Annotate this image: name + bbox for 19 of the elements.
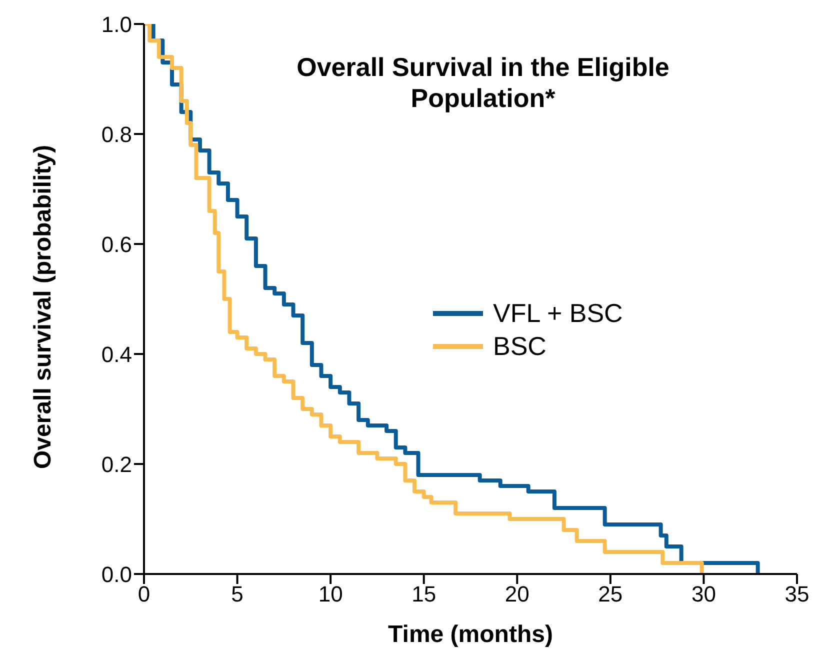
text: Overall Survival in the Eligible Population*: [296, 52, 670, 114]
y-tick-label: 0.8: [101, 122, 132, 147]
y-tick-label: 0.0: [101, 562, 132, 587]
x-tick-label: 15: [412, 582, 436, 607]
x-tick-label: 0: [138, 582, 150, 607]
x-tick-label: 20: [504, 582, 530, 607]
x-tick-label: 10: [318, 582, 343, 607]
x-tick-label: 30: [691, 582, 716, 607]
x-tick-label: 5: [231, 582, 244, 607]
legend-label: VFL + BSC: [493, 298, 623, 329]
y-tick-label: 1.0: [101, 12, 132, 37]
y-tick-label: 0.6: [101, 232, 132, 257]
x-tick-label: 35: [784, 582, 810, 607]
x-tick-label: 25: [598, 582, 623, 607]
legend-label: BSC: [493, 331, 546, 362]
y-tick-label: 0.2: [101, 452, 132, 477]
x-axis-title: Time (months): [388, 621, 553, 648]
y-tick-label: 0.4: [101, 342, 132, 367]
y-axis-title: Overall survival (probability): [30, 144, 57, 469]
